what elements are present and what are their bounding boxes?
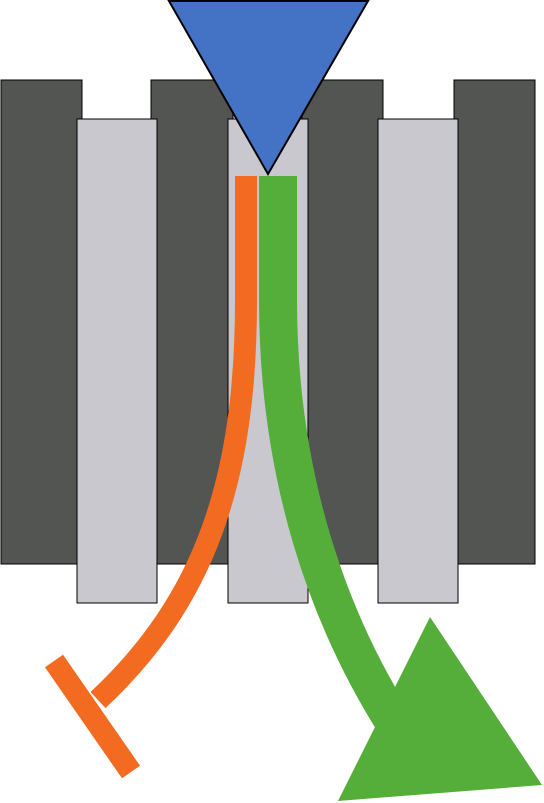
activation-arrow-shaft: [259, 176, 411, 733]
top-triangle-marker: [167, 0, 370, 177]
light-bar-3: [377, 118, 459, 604]
activation-arrow-head: [338, 617, 542, 801]
dark-bar-1: [0, 79, 83, 565]
inhibition-arrow-shaft: [90, 176, 257, 709]
activation-arrow: [259, 176, 542, 801]
dark-bar-4: [453, 79, 536, 565]
inhibition-arrow-bar: [44, 654, 141, 779]
light-bar-1: [76, 118, 158, 604]
inhibition-arrow: [44, 176, 257, 779]
dark-bars: [0, 79, 536, 565]
